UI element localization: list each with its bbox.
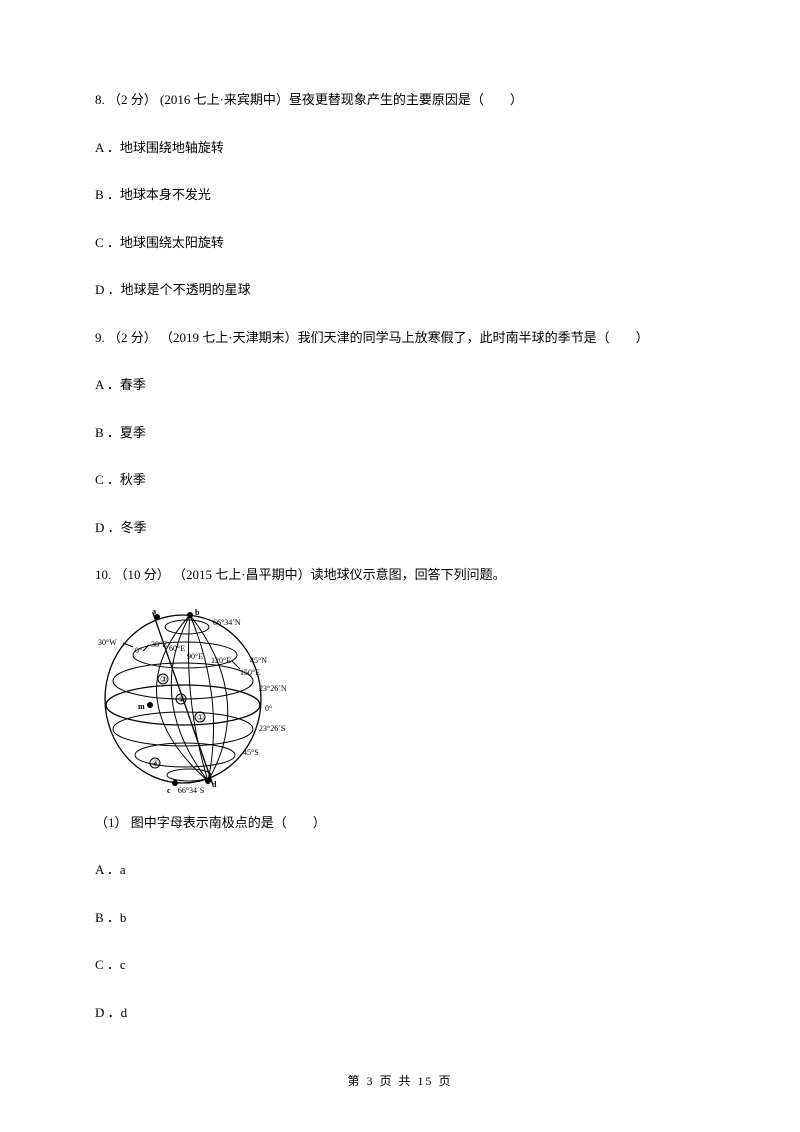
- q10-option-c[interactable]: C ．c: [95, 955, 705, 975]
- globe-label-c: c: [167, 786, 171, 795]
- q8-text: 8. （2 分） (2016 七上·来宾期中）昼夜更替现象产生的主要原因是（ ）: [95, 90, 705, 110]
- page-footer: 第 3 页 共 15 页: [0, 1072, 800, 1090]
- globe-lat-2326n: 23°26´N: [259, 684, 287, 693]
- globe-lon-30e: 30°E: [151, 640, 167, 649]
- globe-lon-60e: 60°E: [169, 644, 185, 653]
- globe-label-a: a: [152, 607, 156, 616]
- globe-lat-45s: 45°S: [243, 748, 259, 757]
- q9-option-a[interactable]: A ．春季: [95, 375, 705, 395]
- q9-option-b[interactable]: B ．夏季: [95, 423, 705, 443]
- globe-label-b: b: [195, 608, 200, 617]
- q8-option-d[interactable]: D ．地球是个不透明的星球: [95, 280, 705, 300]
- q10-sub1: （1） 图中字母表示南极点的是（ ）: [95, 813, 705, 833]
- q10-option-b[interactable]: B ．b: [95, 908, 705, 928]
- q8-option-a[interactable]: A ．地球围绕地轴旋转: [95, 138, 705, 158]
- globe-label-m: m: [138, 702, 145, 711]
- globe-n3: ③: [160, 675, 167, 684]
- globe-diagram: a b c d 66°34´N 45°N 23°26´N 0° 23°26´S …: [95, 603, 705, 795]
- q9-option-d[interactable]: D ．冬季: [95, 518, 705, 538]
- q10-option-d[interactable]: D ．d: [95, 1003, 705, 1023]
- globe-lat-6634n: 66°34´N: [213, 618, 241, 627]
- q8-option-c[interactable]: C ．地球围绕太阳旋转: [95, 233, 705, 253]
- q10-option-a[interactable]: A ．a: [95, 860, 705, 880]
- globe-lon-0: 0°: [135, 646, 142, 655]
- globe-lat-2326s: 23°26´S: [259, 724, 285, 733]
- globe-lon-30w: 30°W: [98, 638, 117, 647]
- globe-n1: ①: [197, 713, 204, 722]
- globe-lat-6634s: 66°34´S: [178, 786, 204, 795]
- globe-lat-0: 0°: [265, 704, 272, 713]
- q10-text: 10. （10 分） （2015 七上·昌平期中）读地球仪示意图，回答下列问题。: [95, 565, 705, 585]
- q9-text: 9. （2 分） （2019 七上·天津期末）我们天津的同学马上放寒假了，此时南…: [95, 328, 705, 348]
- globe-label-d: d: [212, 780, 217, 789]
- globe-lon-90e: 90°E: [187, 652, 203, 661]
- globe-lat-45n: 45°N: [250, 656, 267, 665]
- q8-option-b[interactable]: B ．地球本身不发光: [95, 185, 705, 205]
- globe-lon-150e: 150°E: [240, 668, 260, 677]
- globe-lon-120e: 120°E: [211, 656, 231, 665]
- q9-option-c[interactable]: C ．秋季: [95, 470, 705, 490]
- globe-n2: ②: [178, 695, 185, 704]
- globe-n4: ④: [152, 759, 159, 768]
